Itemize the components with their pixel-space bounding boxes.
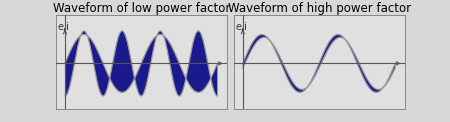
Text: e,i: e,i bbox=[235, 22, 247, 32]
Text: e,i: e,i bbox=[57, 22, 69, 32]
Title: Waveform of high power factor: Waveform of high power factor bbox=[228, 2, 411, 15]
Title: Waveform of low power factor: Waveform of low power factor bbox=[53, 2, 230, 15]
